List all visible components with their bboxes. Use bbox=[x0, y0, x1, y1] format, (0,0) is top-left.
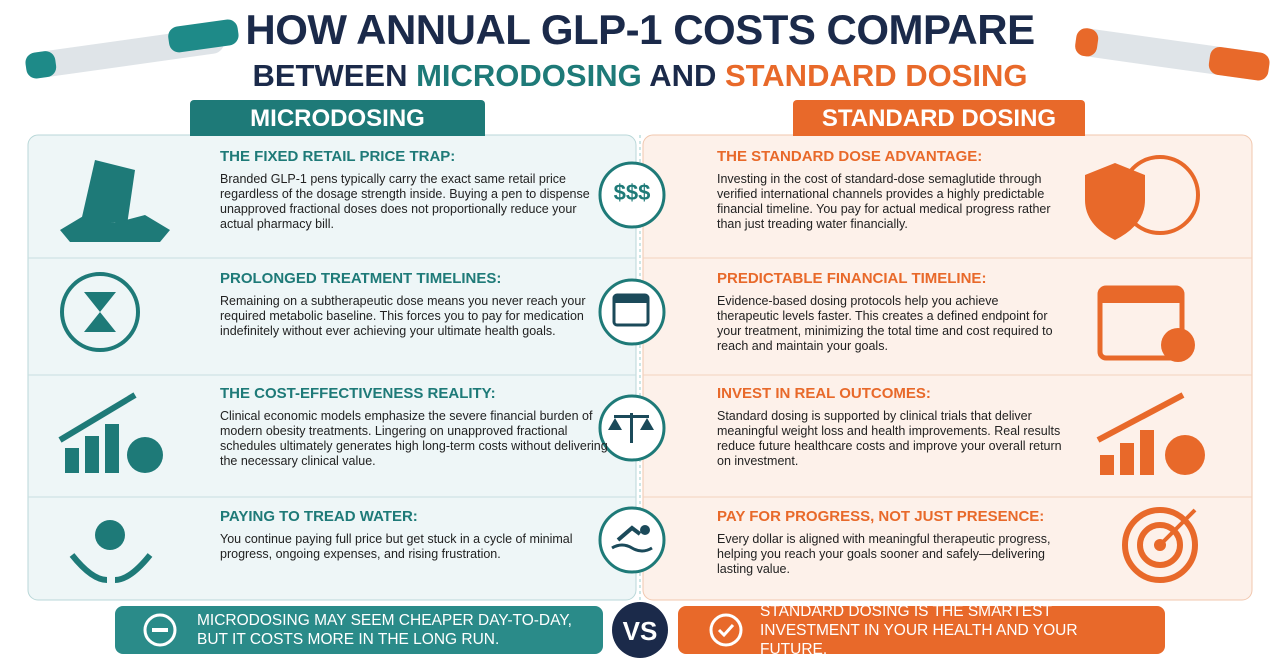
row-title: THE STANDARD DOSE ADVANTAGE: bbox=[717, 148, 983, 165]
subtitle-left: MICRODOSING bbox=[416, 58, 642, 93]
row-title: THE FIXED RETAIL PRICE TRAP: bbox=[220, 148, 456, 165]
row-body: Remaining on a subtherapeutic dose means… bbox=[220, 294, 586, 338]
minus-icon bbox=[143, 613, 177, 647]
row-body: Evidence-based dosing protocols help you… bbox=[717, 294, 1053, 353]
row-title: INVEST IN REAL OUTCOMES: bbox=[717, 385, 931, 402]
row-body: You continue paying full price but get s… bbox=[220, 532, 573, 561]
row-title: PAYING TO TREAD WATER: bbox=[220, 508, 418, 525]
right-heading: STANDARD DOSING bbox=[793, 100, 1085, 136]
subtitle-part: BETWEEN bbox=[252, 58, 408, 93]
left-icons bbox=[58, 160, 170, 583]
subtitle-right: STANDARD DOSING bbox=[724, 58, 1028, 93]
center-glyphs bbox=[608, 293, 654, 553]
row-title: THE COST-EFFECTIVENESS REALITY: bbox=[220, 385, 496, 402]
subtitle: BETWEEN MICRODOSING AND STANDARD DOSING bbox=[0, 58, 1280, 94]
left-heading: MICRODOSING bbox=[190, 100, 485, 136]
subtitle-part: AND bbox=[649, 58, 717, 93]
footer-right: STANDARD DOSING IS THE SMARTEST INVESTME… bbox=[678, 603, 1165, 658]
check-icon bbox=[709, 613, 743, 647]
pen-left bbox=[25, 19, 239, 79]
left-dividers bbox=[28, 257, 636, 498]
footer-text: STANDARD DOSING IS THE SMARTEST INVESTME… bbox=[760, 602, 1078, 658]
right-dividers bbox=[643, 257, 1252, 498]
footer-left: MICRODOSING MAY SEEM CHEAPER DAY-TO-DAY,… bbox=[115, 606, 603, 654]
row-title: PAY FOR PROGRESS, NOT JUST PRESENCE: bbox=[717, 508, 1045, 525]
row-body: Every dollar is aligned with meaningful … bbox=[717, 532, 1051, 576]
center-text: $$$ bbox=[613, 180, 651, 205]
row-body: Clinical economic models emphasize the s… bbox=[220, 409, 608, 468]
title: HOW ANNUAL GLP-1 COSTS COMPARE bbox=[245, 6, 1035, 53]
row-body: Branded GLP-1 pens typically carry the e… bbox=[220, 172, 590, 231]
footer-text: MICRODOSING MAY SEEM CHEAPER DAY-TO-DAY,… bbox=[197, 612, 572, 648]
row-body: Investing in the cost of standard-dose s… bbox=[717, 172, 1051, 231]
row-title: PROLONGED TREATMENT TIMELINES: bbox=[220, 270, 502, 287]
right-icons bbox=[1085, 155, 1205, 583]
vs-circle bbox=[612, 602, 668, 658]
row-title: PREDICTABLE FINANCIAL TIMELINE: bbox=[717, 270, 987, 287]
pen-right bbox=[1075, 28, 1270, 81]
vs: VS bbox=[622, 616, 658, 646]
row-body: Standard dosing is supported by clinical… bbox=[717, 409, 1062, 468]
